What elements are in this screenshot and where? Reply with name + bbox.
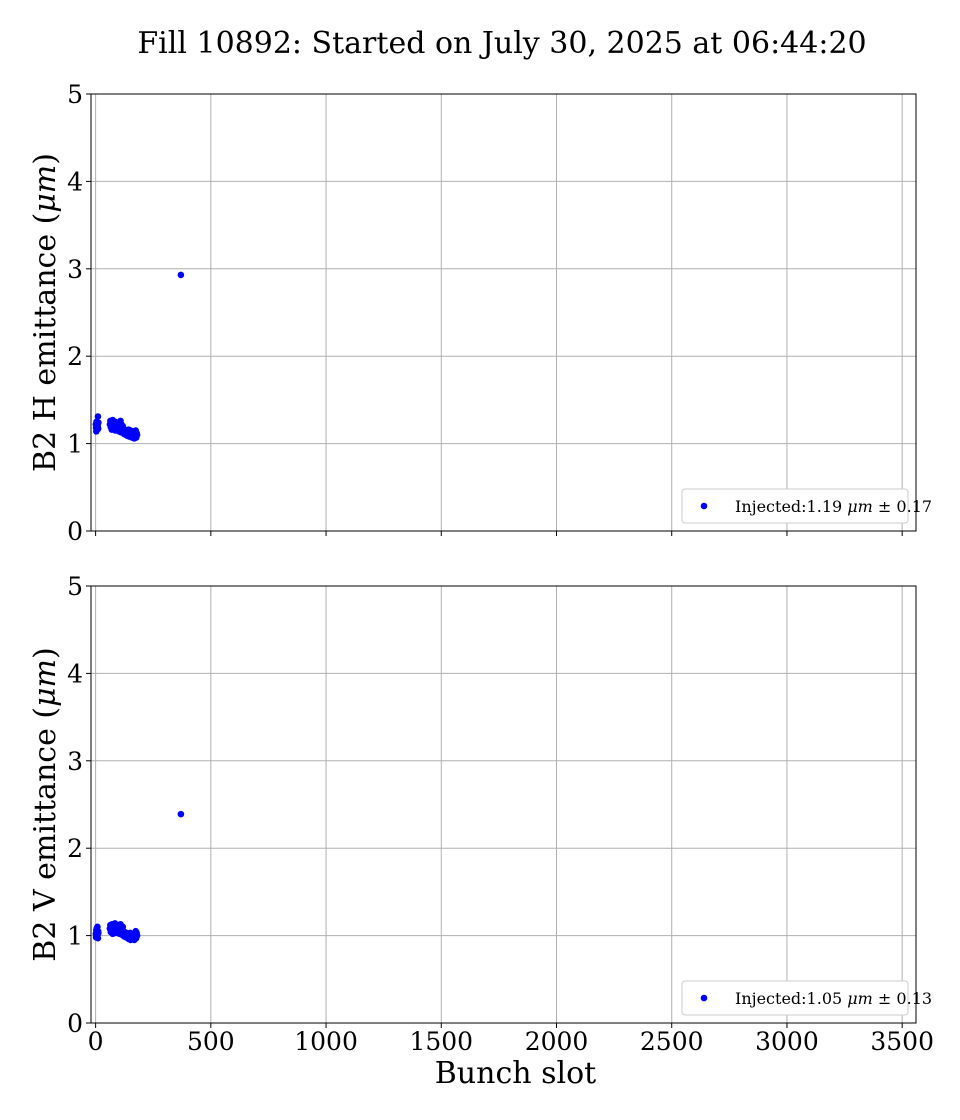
data-point [94,413,102,420]
data-point [95,929,102,937]
data-point [94,934,102,942]
x-tick-label: 3500 [870,1027,934,1056]
b2-v-emittance-panel: 0 500 1000 1500 2000 2500 3000 3500 0 1 2 3 4 5 B2 V e… [28,572,934,1091]
data-point [94,425,102,433]
plot-frame [90,585,917,1024]
x-tick-label: 2000 [525,1027,589,1056]
legend-box [681,488,909,524]
y-tick-label: 3 [67,255,83,284]
x-tick-label: 3000 [755,1027,819,1056]
y-axis-label: B2 H emittance (μm) [28,153,63,472]
y-tick-label: 0 [67,517,83,546]
x-tick-label: 1000 [294,1027,358,1056]
y-tick-label: 4 [67,659,83,688]
y-tick-label: 3 [67,747,83,776]
legend-marker [700,994,708,1002]
x-tick-label: 2500 [640,1027,704,1056]
y-tick-label: 5 [67,80,83,109]
y-tick-label: 5 [67,572,83,601]
y-tick-label: 0 [67,1009,83,1038]
y-tick-label: 2 [67,342,83,371]
data-point [177,810,185,818]
legend-marker [700,502,708,510]
data-point [95,419,102,426]
b2-h-emittance-panel: 0 1 2 3 4 5 B2 H emittance (μm) Injected:1.19 μ… [28,80,932,546]
y-tick-label: 4 [67,167,83,196]
x-tick-label: 500 [187,1027,235,1056]
x-axis-label: Bunch slot [435,1056,596,1091]
x-tick-label: 1500 [409,1027,473,1056]
y-axis-label: B2 V emittance (μm) [28,647,63,961]
data-point [133,431,141,439]
data-point [133,932,141,939]
legend-label: Injected:1.19 μm ± 0.17 [735,497,932,516]
y-tick-label: 1 [67,430,83,459]
legend-box [681,980,909,1016]
chart-title: Fill 10892: Started on July 30, 2025 at … [137,26,866,61]
plot-frame [90,93,917,532]
x-tick-label: 0 [88,1027,104,1056]
y-tick-label: 2 [67,834,83,863]
y-tick-label: 1 [67,922,83,951]
data-point [177,271,185,279]
legend-label: Injected:1.05 μm ± 0.13 [735,989,932,1008]
